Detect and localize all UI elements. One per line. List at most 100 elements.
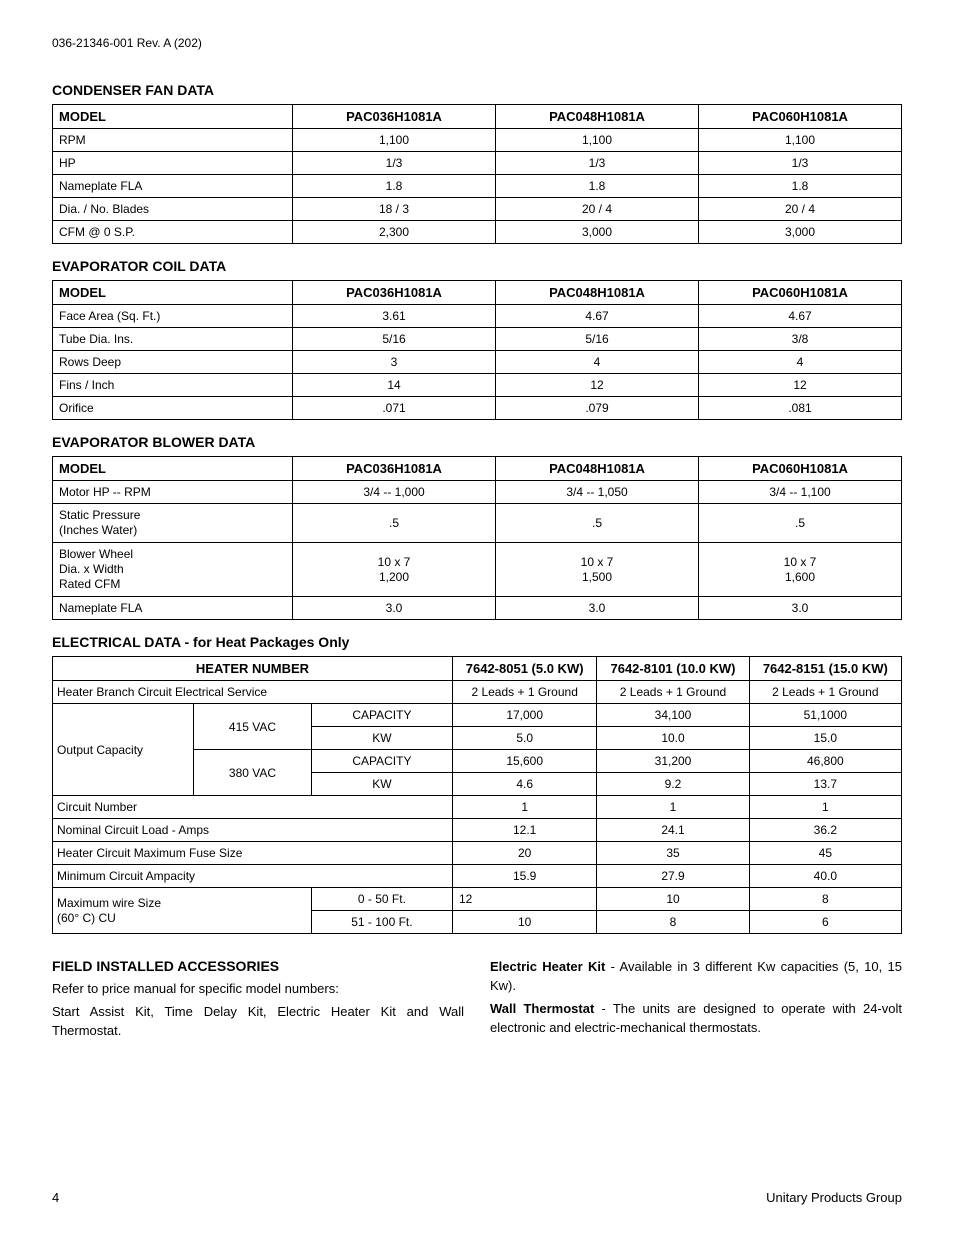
cell: 35 — [597, 842, 749, 865]
cell: 2 Leads + 1 Ground — [749, 681, 901, 704]
col-header: MODEL — [53, 105, 293, 129]
cell: 14 — [293, 374, 496, 397]
cell: 2,300 — [293, 221, 496, 244]
table-row: Nameplate FLA1.81.81.8 — [53, 175, 902, 198]
cell: 5/16 — [496, 328, 699, 351]
cell: 13.7 — [749, 773, 901, 796]
kw-label: KW — [311, 773, 452, 796]
accessories-left: FIELD INSTALLED ACCESSORIES Refer to pri… — [52, 958, 464, 1045]
voltage-380: 380 VAC — [194, 750, 312, 796]
col-header: PAC036H1081A — [293, 457, 496, 481]
accessories-text: Wall Thermostat - The units are designed… — [490, 1000, 902, 1038]
voltage-415: 415 VAC — [194, 704, 312, 750]
evapblower-table: MODEL PAC036H1081A PAC048H1081A PAC060H1… — [52, 456, 902, 620]
row-label: Motor HP -- RPM — [53, 481, 293, 504]
accessories-text: Electric Heater Kit - Available in 3 dif… — [490, 958, 902, 996]
cell: 1,100 — [293, 129, 496, 152]
cell: 12 — [453, 888, 597, 911]
range-label: 0 - 50 Ft. — [311, 888, 452, 911]
cell: 12 — [496, 374, 699, 397]
cell: 15,600 — [453, 750, 597, 773]
cell: 1 — [453, 796, 597, 819]
accessories-text: Start Assist Kit, Time Delay Kit, Electr… — [52, 1003, 464, 1041]
accessories-text: Refer to price manual for specific model… — [52, 980, 464, 999]
cell: 24.1 — [597, 819, 749, 842]
heater-number-header: HEATER NUMBER — [53, 657, 453, 681]
cell: 4.67 — [496, 305, 699, 328]
row-label: Heater Branch Circuit Electrical Service — [53, 681, 453, 704]
cell: 1 — [749, 796, 901, 819]
cell: 34,100 — [597, 704, 749, 727]
table-header-row: HEATER NUMBER 7642-8051 (5.0 KW) 7642-81… — [53, 657, 902, 681]
cell: 1,100 — [496, 129, 699, 152]
capacity-label: CAPACITY — [311, 750, 452, 773]
table-header-row: MODEL PAC036H1081A PAC048H1081A PAC060H1… — [53, 457, 902, 481]
row-label: Face Area (Sq. Ft.) — [53, 305, 293, 328]
evapblower-title: EVAPORATOR BLOWER DATA — [52, 434, 902, 450]
cell: 36.2 — [749, 819, 901, 842]
table-row: Nameplate FLA3.03.03.0 — [53, 597, 902, 620]
cell: 2 Leads + 1 Ground — [597, 681, 749, 704]
electrical-title: ELECTRICAL DATA - for Heat Packages Only — [52, 634, 902, 650]
cell: 3,000 — [496, 221, 699, 244]
row-label: Dia. / No. Blades — [53, 198, 293, 221]
col-header: 7642-8101 (10.0 KW) — [597, 657, 749, 681]
table-row: Dia. / No. Blades18 / 320 / 420 / 4 — [53, 198, 902, 221]
evapcoil-title: EVAPORATOR COIL DATA — [52, 258, 902, 274]
col-header: PAC060H1081A — [699, 281, 902, 305]
cell: 3,000 — [699, 221, 902, 244]
row-label: Nominal Circuit Load - Amps — [53, 819, 453, 842]
cell: 15.9 — [453, 865, 597, 888]
footer-company: Unitary Products Group — [766, 1190, 902, 1205]
cell: 10 x 71,200 — [293, 543, 496, 597]
table-row: Motor HP -- RPM3/4 -- 1,0003/4 -- 1,0503… — [53, 481, 902, 504]
cell: 8 — [749, 888, 901, 911]
cell: 3 — [293, 351, 496, 374]
col-header: PAC036H1081A — [293, 281, 496, 305]
cell: 4.67 — [699, 305, 902, 328]
row-label: Blower WheelDia. x WidthRated CFM — [53, 543, 293, 597]
table-row: RPM1,1001,1001,100 — [53, 129, 902, 152]
document-header: 036-21346-001 Rev. A (202) — [52, 36, 902, 50]
table-row: Orifice.071.079.081 — [53, 397, 902, 420]
cell: 20 — [453, 842, 597, 865]
cell: 40.0 — [749, 865, 901, 888]
cell: 1/3 — [293, 152, 496, 175]
cell: 51,1000 — [749, 704, 901, 727]
cell: 46,800 — [749, 750, 901, 773]
maxwire-label: Maximum wire Size(60° C) CU — [53, 888, 312, 934]
table-header-row: MODEL PAC036H1081A PAC048H1081A PAC060H1… — [53, 105, 902, 129]
row-label: Minimum Circuit Ampacity — [53, 865, 453, 888]
cell: .5 — [293, 504, 496, 543]
cell: 10 x 71,500 — [496, 543, 699, 597]
cell: 1.8 — [293, 175, 496, 198]
col-header: PAC060H1081A — [699, 105, 902, 129]
cell: 3/4 -- 1,050 — [496, 481, 699, 504]
cell: .5 — [496, 504, 699, 543]
row-label: Nameplate FLA — [53, 597, 293, 620]
table-row: Static Pressure(Inches Water).5.5.5 — [53, 504, 902, 543]
cell: 9.2 — [597, 773, 749, 796]
cell: 8 — [597, 911, 749, 934]
cell: 27.9 — [597, 865, 749, 888]
cell: 17,000 — [453, 704, 597, 727]
col-header: PAC048H1081A — [496, 457, 699, 481]
table-row: Nominal Circuit Load - Amps12.124.136.2 — [53, 819, 902, 842]
output-capacity-label: Output Capacity — [53, 704, 194, 796]
col-header: MODEL — [53, 281, 293, 305]
cell: 4 — [699, 351, 902, 374]
cell: 10 — [453, 911, 597, 934]
cell: 3.0 — [496, 597, 699, 620]
col-header: 7642-8051 (5.0 KW) — [453, 657, 597, 681]
range-label: 51 - 100 Ft. — [311, 911, 452, 934]
cell: 12.1 — [453, 819, 597, 842]
row-label: CFM @ 0 S.P. — [53, 221, 293, 244]
accessories-right: Electric Heater Kit - Available in 3 dif… — [490, 958, 902, 1045]
table-row: Fins / Inch141212 — [53, 374, 902, 397]
table-row: Output Capacity 415 VAC CAPACITY 17,000 … — [53, 704, 902, 727]
col-header: PAC036H1081A — [293, 105, 496, 129]
cell: 1.8 — [699, 175, 902, 198]
row-label: Fins / Inch — [53, 374, 293, 397]
cell: 10.0 — [597, 727, 749, 750]
row-label: Rows Deep — [53, 351, 293, 374]
